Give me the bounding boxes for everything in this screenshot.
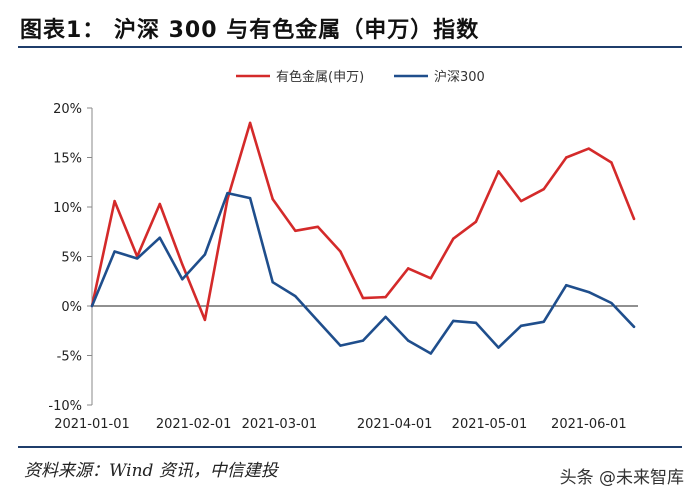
- series-lines: [90, 121, 636, 355]
- data-point: [203, 318, 207, 322]
- data-point: [452, 237, 455, 240]
- data-point: [610, 161, 613, 164]
- data-point: [113, 250, 116, 253]
- legend-label: 沪深300: [434, 69, 485, 85]
- x-tick-label: 2021-04-01: [357, 417, 433, 432]
- data-point: [158, 236, 161, 239]
- x-axis: 2021-01-01 2021-02-01 2021-03-01 2021-04-01…: [54, 305, 638, 432]
- title-rule: [18, 46, 682, 48]
- data-point: [429, 352, 432, 355]
- data-point: [406, 339, 410, 342]
- data-point: [519, 324, 523, 327]
- x-tick-label: 2021-03-01: [242, 417, 318, 432]
- data-point: [632, 325, 636, 328]
- data-point: [406, 267, 410, 270]
- data-point: [632, 217, 636, 221]
- data-point: [497, 170, 500, 173]
- series-line-2: [90, 191, 636, 355]
- data-point: [316, 225, 320, 228]
- data-point: [519, 199, 523, 203]
- data-point: [565, 284, 568, 287]
- data-point: [90, 304, 94, 308]
- data-point: [542, 187, 545, 191]
- y-tick-label: 10%: [53, 201, 82, 216]
- x-tick-label: 2021-02-01: [156, 417, 232, 432]
- data-point: [203, 253, 207, 256]
- y-tick-label: 0%: [61, 300, 82, 315]
- series-line-1: [90, 121, 636, 322]
- chart-legend: 有色金属(申万) 沪深300: [236, 69, 485, 85]
- data-point: [181, 263, 184, 266]
- y-axis: -10% -5% 0% 5% 10% 15% 20%: [48, 102, 93, 414]
- data-point: [339, 344, 342, 347]
- data-point: [339, 250, 342, 253]
- x-tick-label: 2021-05-01: [452, 417, 528, 432]
- data-point: [271, 197, 274, 201]
- data-point: [248, 121, 252, 125]
- data-point: [294, 294, 297, 298]
- data-point: [497, 346, 500, 349]
- footer-rule: [18, 446, 682, 448]
- data-point: [316, 319, 320, 323]
- data-point: [384, 315, 387, 319]
- data-point: [429, 277, 432, 280]
- data-point: [361, 339, 365, 342]
- data-point: [181, 278, 184, 281]
- data-point: [158, 202, 161, 206]
- y-tick-label: 20%: [53, 102, 82, 117]
- figure-title: 图表1： 沪深 300 与有色金属（申万）指数: [20, 18, 480, 43]
- data-point: [587, 147, 591, 150]
- data-point: [587, 290, 591, 294]
- data-point: [384, 295, 387, 299]
- source-note: 资料来源：Wind 资讯，中信建投: [24, 461, 278, 481]
- data-point: [610, 301, 613, 305]
- x-tick-label: 2021-06-01: [551, 417, 627, 432]
- watermark: 头条 @未来智库: [555, 463, 688, 488]
- y-tick-label: 15%: [53, 152, 82, 167]
- data-point: [294, 229, 297, 232]
- data-point: [474, 321, 478, 325]
- data-point: [271, 281, 274, 284]
- data-point: [565, 156, 568, 159]
- data-point: [226, 191, 229, 195]
- line-chart: 有色金属(申万) 沪深300 -10% -5% 0% 5% 10% 15% 20% 2021-…: [48, 69, 638, 432]
- data-point: [542, 320, 545, 324]
- y-tick-label: -5%: [57, 350, 82, 365]
- data-point: [452, 319, 455, 323]
- y-tick-label: 5%: [61, 251, 82, 266]
- y-tick-label: -10%: [48, 399, 82, 414]
- x-tick-label: 2021-01-01: [54, 417, 130, 432]
- data-point: [248, 196, 252, 200]
- data-point: [361, 296, 365, 300]
- legend-label: 有色金属(申万): [276, 69, 364, 85]
- data-point: [135, 257, 139, 260]
- data-point: [113, 199, 116, 203]
- data-point: [474, 220, 478, 224]
